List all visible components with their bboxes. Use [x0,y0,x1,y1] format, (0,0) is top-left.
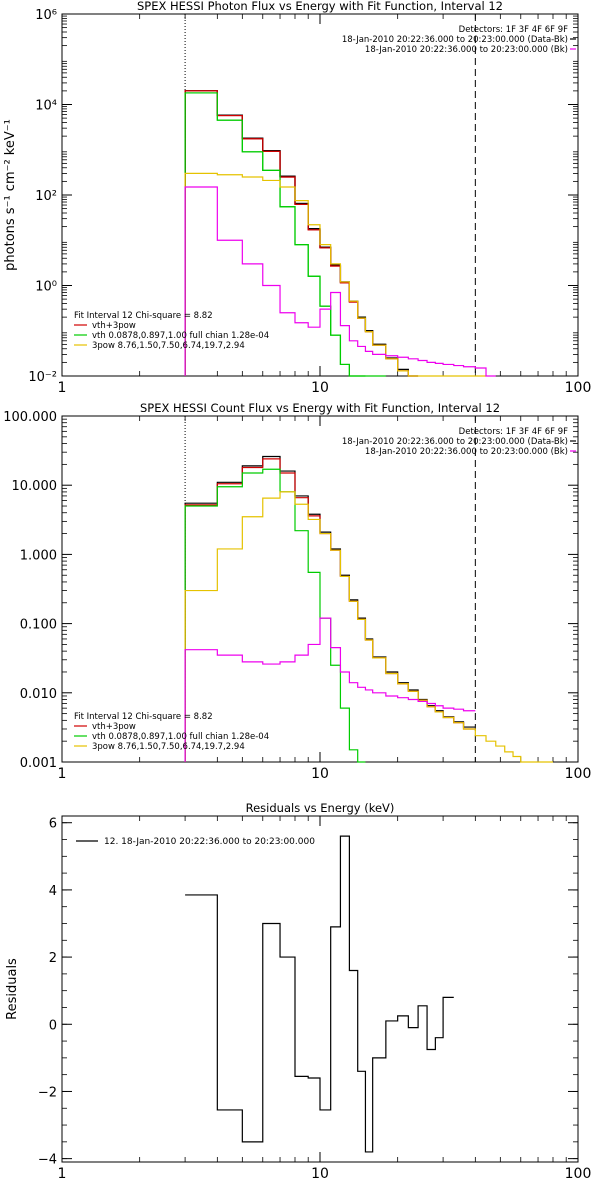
legend-entry: vth+3pow [92,722,136,732]
series-line [184,455,476,762]
y-tick-label: 10⁰ [35,280,57,295]
y-tick-label: 0.001 [20,756,57,771]
series-line [184,491,553,763]
x-tick-label: 100 [565,766,592,782]
y-tick-label: 0.010 [20,687,57,702]
legend-entry: vth 0.0878,0.897,1.00 full chian 1.28e-0… [92,331,269,341]
x-tick-label: 1 [58,1166,67,1182]
y-tick-label: 0.100 [20,618,57,633]
info-text: 18-Jan-2010 20:22:36.000 to 20:23:00.000… [342,437,568,447]
series-line [184,186,496,377]
y-tick-label: 10⁴ [35,99,57,114]
y-tick-label: 0 [49,1018,57,1033]
info-text: 18-Jan-2010 20:22:36.000 to 20:23:00.000… [365,447,568,457]
x-tick-label: 100 [565,380,592,396]
legend-entry: 12. 18-Jan-2010 20:22:36.000 to 20:23:00… [104,837,315,847]
legend-entry: vth+3pow [92,321,136,331]
y-tick-label: −2 [38,1085,57,1100]
y-tick-label: 2 [49,951,57,966]
y-tick-label: 10.000 [12,479,58,494]
legend-entry: 3pow 8.76,1.50,7.50,6.74,19.7,2.94 [92,341,245,351]
x-tick-label: 100 [565,1166,592,1182]
series-line [184,468,366,763]
info-text: Detectors: 1F 3F 4F 6F 9F [459,25,568,35]
legend-entry: 3pow 8.76,1.50,7.50,6.74,19.7,2.94 [92,742,245,752]
y-tick-label: 6 [49,817,57,832]
series-line [184,617,476,762]
x-tick-label: 1 [58,766,67,782]
y-tick-label: 100.000 [3,410,57,425]
legend-title: Fit Interval 12 Chi-square = 8.82 [74,712,213,722]
info-text: 18-Jan-2010 20:22:36.000 to 20:23:00.000… [342,35,568,45]
y-tick-label: 10⁶ [35,8,57,23]
chart-title: Residuals vs Energy (keV) [246,801,395,815]
x-tick-label: 10 [311,1166,329,1182]
series-line [185,835,454,1153]
series-line [184,172,487,377]
series-line [184,92,386,377]
info-text: Detectors: 1F 3F 4F 6F 9F [459,427,568,437]
y-tick-label: 4 [49,884,57,899]
info-text: 18-Jan-2010 20:22:36.000 to 20:23:00.000… [365,45,568,55]
y-axis-label: photons s⁻¹ cm⁻² keV⁻¹ [3,119,18,271]
x-tick-label: 10 [311,380,329,396]
x-tick-label: 10 [311,766,329,782]
legend-title: Fit Interval 12 Chi-square = 8.82 [74,311,213,321]
x-tick-label: 1 [58,380,67,396]
y-tick-label: 1.000 [20,548,57,563]
y-tick-label: 10⁻² [28,370,57,385]
legend-entry: vth 0.0878,0.897,1.00 full chian 1.28e-0… [92,732,269,742]
y-tick-label: 10² [35,189,57,204]
y-axis-label: Residuals [5,958,20,1020]
chart-title: SPEX HESSI Count Flux vs Energy with Fit… [140,401,500,415]
chart-title: SPEX HESSI Photon Flux vs Energy with Fi… [137,0,503,13]
y-tick-label: −4 [38,1153,57,1168]
series-line [184,458,476,762]
